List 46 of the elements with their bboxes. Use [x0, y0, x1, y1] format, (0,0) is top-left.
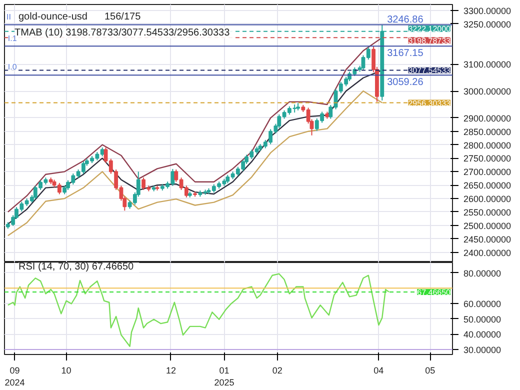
y-tick-label: 60.00000: [464, 298, 502, 309]
line-series: [7, 37, 383, 213]
x-tick-label: 01 2025: [214, 366, 234, 388]
y-tick-label: 3000.00000: [464, 86, 512, 97]
y-tick-label: 2700.00000: [464, 167, 512, 178]
y-tick-label: 2800.00000: [464, 140, 512, 150]
y-tick-label: 2450.00000: [464, 234, 512, 244]
y-tick-label: 2600.00000: [464, 194, 512, 204]
y-tick-label: 3100.00000: [464, 60, 512, 70]
ref-line-label: 67.46650: [417, 288, 452, 297]
annotation: I.0: [8, 62, 18, 72]
annotation: I.1: [8, 34, 18, 44]
x-tick-label: 12: [166, 366, 176, 376]
ref-line-label: 3222.12000: [408, 24, 452, 34]
y-tick-label: 30.00000: [464, 344, 502, 355]
y-tick-label: 80.00000: [464, 268, 502, 278]
annotation: II: [6, 12, 11, 22]
ref-line-label: 3059.26: [387, 77, 424, 88]
chart-title: RSI (14, 70, 30) 67.46650: [18, 262, 134, 272]
ref-line-label: 3167.15: [387, 48, 424, 60]
line-series: [7, 90, 383, 236]
annotation: TMAB (10) 3198.78733/3077.54533/2956.30333: [14, 28, 230, 38]
y-tick-label: 2750.00000: [464, 154, 512, 164]
y-tick-label: 2400.00000: [464, 248, 512, 258]
y-tick-label: 2650.00000: [464, 180, 512, 191]
x-tick-label: 02: [272, 366, 282, 376]
line-series: [7, 70, 383, 225]
x-tick-label: 05: [425, 366, 436, 376]
y-tick-label: 40.00000: [464, 330, 502, 340]
x-tick-label: 09 2024: [4, 366, 25, 388]
ref-line-label: 3246.86: [387, 14, 424, 26]
y-tick-label: 2900.00000: [464, 113, 512, 124]
ref-line-label: 3077.54533: [408, 66, 452, 76]
text: gold-ounce-usd: [18, 12, 88, 22]
text: 156/175: [104, 12, 142, 22]
x-tick-label: 04: [374, 366, 384, 376]
x-tick-label: 10: [61, 366, 72, 376]
y-tick-label: 3250.00000: [464, 19, 512, 30]
y-tick-label: 2500.00000: [464, 220, 512, 231]
ref-line-label: 2956.30333: [408, 98, 452, 108]
y-tick-label: 3300.00000: [464, 6, 512, 16]
y-tick-label: 2850.00000: [464, 126, 512, 137]
line-series: [7, 273, 390, 347]
y-tick-label: 2550.00000: [464, 207, 512, 218]
ref-line-label: 3198.78733: [408, 36, 452, 46]
y-tick-label: 50.00000: [464, 314, 502, 324]
